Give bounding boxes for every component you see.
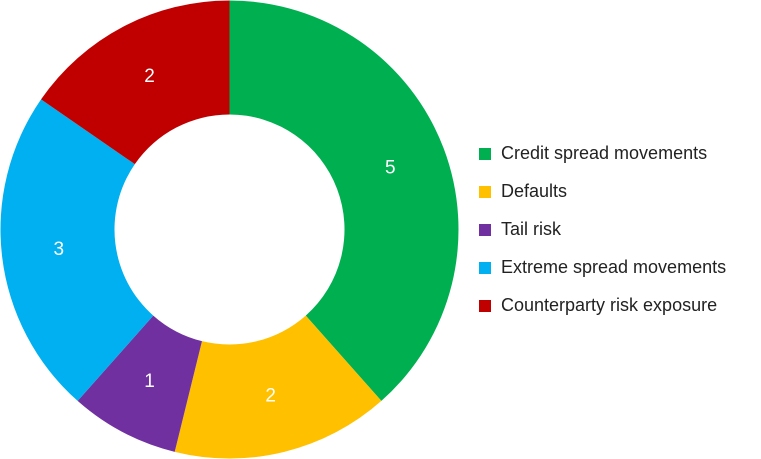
data-label: 5	[385, 158, 396, 179]
legend-label: Counterparty risk exposure	[501, 295, 717, 315]
legend-swatch	[479, 262, 491, 274]
data-label: 1	[144, 371, 155, 392]
legend-label: Credit spread movements	[501, 143, 707, 163]
data-label: 2	[265, 386, 276, 407]
legend-swatch	[479, 300, 491, 312]
donut-slice	[229, 0, 459, 401]
legend-swatch	[479, 148, 491, 160]
data-label: 3	[53, 239, 64, 260]
legend-swatch	[479, 224, 491, 236]
legend-swatch	[479, 186, 491, 198]
donut-slice	[0, 99, 154, 401]
legend-label: Tail risk	[501, 219, 562, 239]
data-label: 2	[144, 66, 155, 87]
legend-label: Extreme spread movements	[501, 257, 726, 277]
donut-slice	[174, 315, 382, 459]
donut-slice	[41, 0, 230, 165]
legend-label: Defaults	[501, 181, 567, 201]
donut-slice	[77, 315, 202, 452]
